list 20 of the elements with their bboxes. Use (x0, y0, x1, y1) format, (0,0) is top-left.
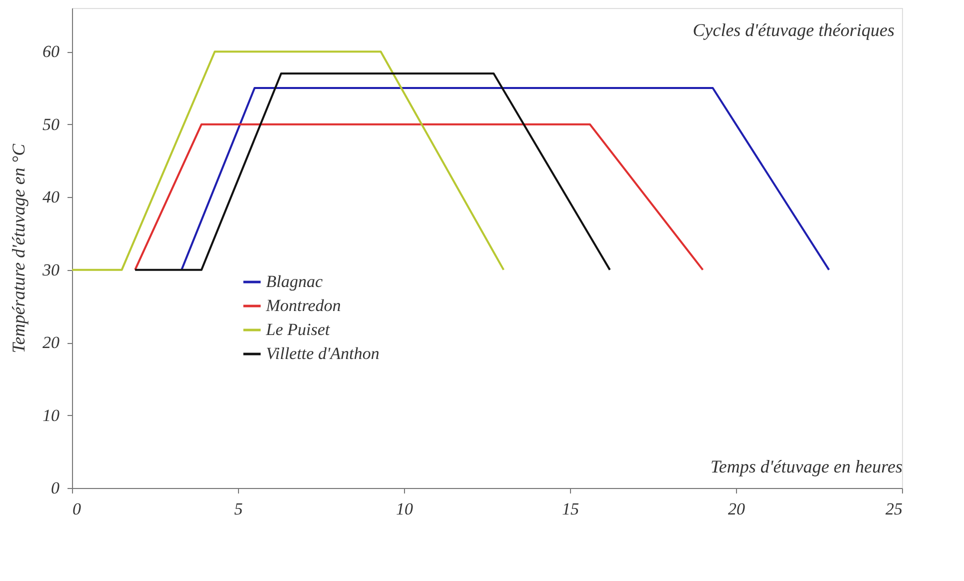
x-tick-label: 5 (234, 500, 243, 518)
y-tick-label: 60 (42, 42, 60, 62)
y-tick-label: 40 (42, 188, 60, 207)
legend-label: Blagnac (266, 272, 324, 291)
y-axis-title: Température d'étuvage en °C (8, 142, 28, 354)
x-tick-label: 10 (396, 500, 414, 518)
y-tick-label: 50 (42, 114, 60, 134)
x-axis-title: Temps d'étuvage en heures (710, 456, 902, 476)
y-tick-label: 10 (42, 406, 60, 425)
y-tick-label: 0 (51, 478, 60, 498)
text: Cycles d'étuvage théoriques (692, 20, 894, 40)
legend-label: Villette d'Anthon (266, 344, 380, 363)
x-tick-label: 15 (562, 500, 579, 518)
y-tick-label: 20 (42, 333, 60, 352)
x-tick-label: 25 (886, 500, 902, 518)
x-tick-label: 20 (728, 500, 746, 518)
x-tick-label: 0 (72, 500, 82, 518)
legend-label: Le Puiset (265, 320, 332, 339)
y-tick-label: 30 (42, 260, 60, 280)
legend-label: Montredon (265, 296, 341, 315)
